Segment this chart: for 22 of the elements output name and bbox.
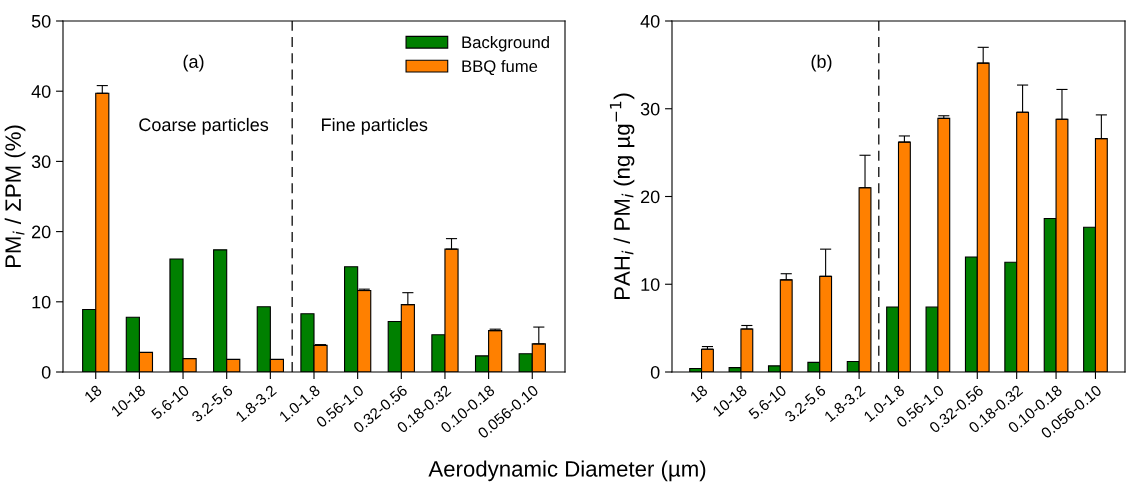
y-tick-label: 40 (31, 85, 51, 98)
y-tick-label: 20 (32, 225, 51, 239)
y-tick-label: 0 (650, 365, 660, 379)
y-tick-label: 10 (32, 295, 51, 309)
y-tick-label: 0 (41, 365, 51, 379)
y-tick-label: 50 (31, 14, 51, 28)
y-axis-title: PM$_{i}$ / ΣPM (%) (4, 125, 26, 268)
x-tick-label: 18 (83, 384, 103, 403)
y-tick-label: 30 (31, 155, 51, 169)
y-tick-label: 10 (641, 278, 660, 291)
x-axis-title: Aerodynamic Diameter (µm) (428, 460, 706, 482)
legend-label: BBQ fume (462, 59, 538, 76)
y-tick-label: 40 (640, 14, 660, 28)
annotation: Coarse particles (139, 117, 269, 135)
annotation: (b) (811, 54, 832, 72)
y-axis-title: PAH$_{i}$ / PM$_{i}$ (ng µg$^{−1}$) (609, 93, 635, 300)
x-tick-label: 18 (689, 384, 709, 403)
annotation: (a) (183, 54, 204, 72)
legend-label: Background (462, 36, 549, 52)
y-tick-label: 20 (641, 190, 660, 204)
annotation: Fine particles (322, 117, 428, 135)
y-tick-label: 30 (640, 102, 660, 116)
